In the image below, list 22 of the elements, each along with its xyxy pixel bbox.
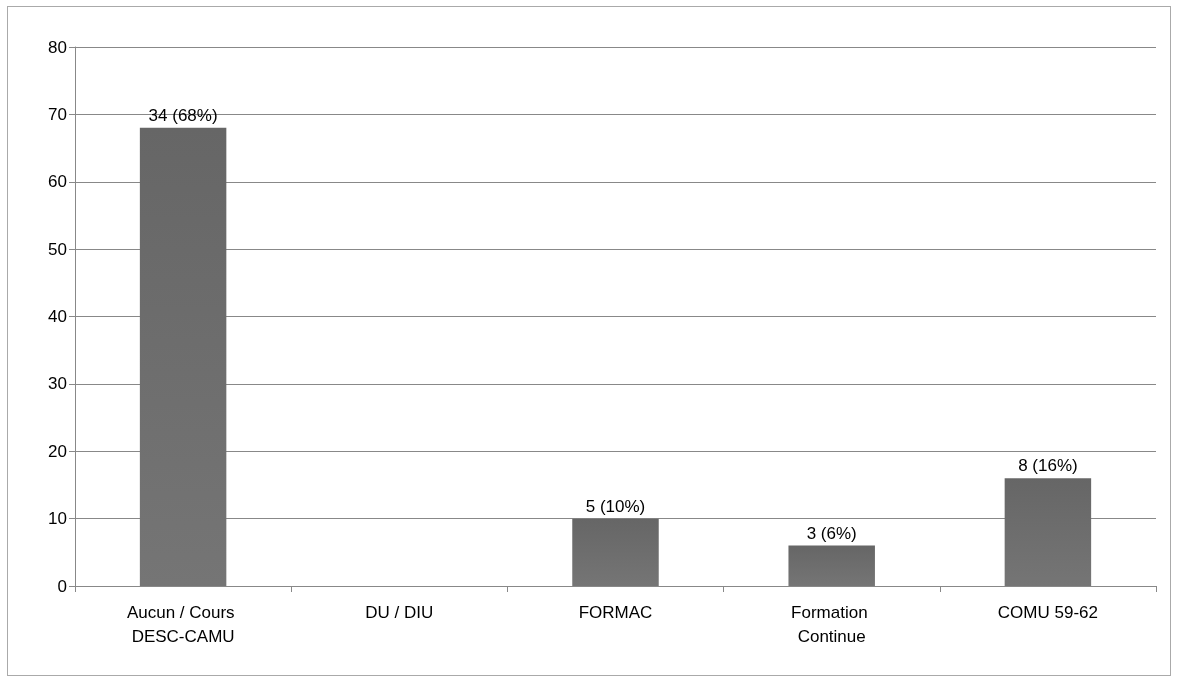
bar	[139, 127, 227, 586]
x-tick-label: Formation Continue	[791, 602, 873, 646]
data-label: 5 (10%)	[585, 496, 646, 516]
bar	[788, 545, 875, 586]
bar	[1004, 478, 1092, 586]
y-tick-label: 40	[48, 307, 67, 326]
y-tick-label: 60	[48, 172, 67, 192]
x-tick-label: FORMAC	[578, 602, 653, 622]
bar	[572, 518, 659, 586]
y-tick-label: 50	[48, 239, 67, 259]
x-tick-label: Aucun / Cours DESC-CAMU	[126, 602, 240, 646]
data-label: 34 (68%)	[148, 105, 218, 125]
y-tick-label: 10	[48, 509, 67, 529]
data-label: 8 (16%)	[1018, 456, 1078, 476]
data-label: 3 (6%)	[806, 523, 857, 543]
y-tick-label: 0	[57, 576, 67, 596]
x-tick-label: COMU 59-62	[997, 602, 1098, 622]
x-tick-label: DU / DIU	[365, 602, 434, 622]
y-tick-label: 70	[48, 104, 67, 124]
y-tick-label: 20	[48, 441, 67, 461]
y-tick-label: 80	[48, 37, 67, 57]
y-tick-label: 30	[48, 374, 67, 394]
